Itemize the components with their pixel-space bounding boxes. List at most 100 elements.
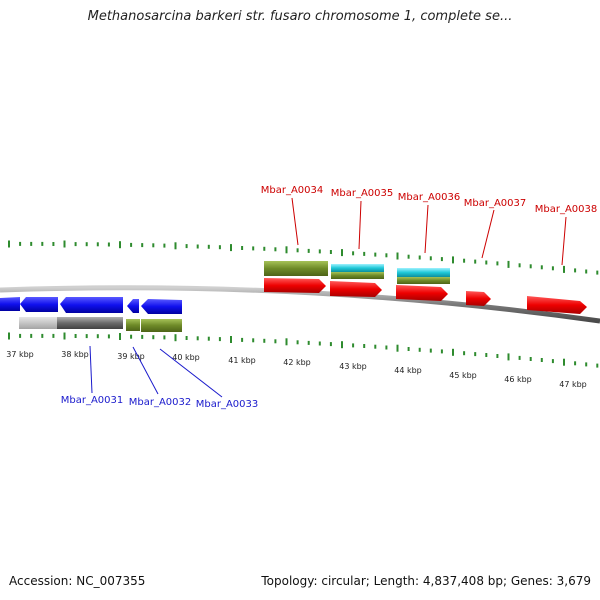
forward-gene-arrow[interactable]: [466, 291, 491, 306]
major-tick: [174, 242, 177, 250]
forward-tick-row: [8, 240, 599, 275]
minor-tick: [274, 247, 277, 252]
label-leader-line: [358, 200, 362, 250]
minor-tick: [385, 253, 388, 258]
reverse-gene-arrow[interactable]: [127, 299, 139, 313]
minor-tick: [207, 336, 210, 341]
gene-label-mbar-a0034[interactable]: Mbar_A0034: [261, 185, 324, 196]
major-tick: [63, 240, 66, 248]
minor-tick: [463, 258, 466, 263]
forward-feature-green[interactable]: [264, 261, 328, 276]
minor-tick: [207, 244, 210, 249]
minor-tick: [152, 243, 155, 248]
minor-tick: [574, 268, 577, 273]
forward-gene-arrow[interactable]: [330, 281, 382, 297]
minor-tick: [474, 352, 477, 357]
major-tick: [230, 336, 232, 343]
forward-feature-cyan[interactable]: [397, 268, 450, 277]
minor-tick: [74, 242, 77, 247]
major-tick: [563, 358, 565, 366]
minor-tick: [374, 344, 377, 349]
minor-tick: [152, 335, 155, 340]
gene-label-mbar-a0031[interactable]: Mbar_A0031: [61, 395, 124, 406]
minor-tick: [19, 241, 22, 246]
forward-gene-arrow[interactable]: [264, 278, 326, 293]
kbp-label: 37 kbp: [6, 350, 34, 359]
minor-tick: [19, 333, 22, 338]
accession-text: Accession: NC_007355: [9, 574, 146, 588]
minor-tick: [551, 266, 554, 271]
minor-tick: [96, 334, 99, 339]
label-leader-line: [561, 216, 567, 266]
forward-gene-arrow[interactable]: [396, 285, 448, 301]
reverse-gene-arrow[interactable]: [60, 297, 123, 313]
forward-feature-green[interactable]: [331, 272, 384, 279]
reverse-gene-arrow[interactable]: [0, 297, 20, 311]
minor-tick: [307, 340, 310, 345]
minor-tick: [252, 246, 255, 251]
gene-label-mbar-a0038[interactable]: Mbar_A0038: [535, 204, 598, 215]
major-tick: [285, 246, 288, 254]
minor-tick: [596, 270, 599, 275]
minor-tick: [263, 246, 266, 251]
major-tick: [452, 256, 454, 264]
kbp-label: 41 kbp: [228, 356, 256, 365]
kbp-axis-labels: 37 kbp 38 kbp 39 kbp 40 kbp 41 kbp 42 kb…: [6, 350, 587, 389]
forward-feature-green[interactable]: [397, 277, 450, 284]
minor-tick: [241, 246, 244, 250]
minor-tick: [352, 343, 355, 348]
minor-tick: [163, 335, 166, 340]
label-leader-line: [159, 348, 223, 398]
label-leader-line: [132, 346, 159, 395]
minor-tick: [296, 248, 299, 253]
gene-label-mbar-a0032[interactable]: Mbar_A0032: [129, 397, 192, 408]
major-tick: [63, 332, 66, 340]
label-leader-line: [291, 197, 299, 246]
minor-tick: [41, 333, 44, 338]
major-tick: [174, 334, 177, 342]
reverse-feature-green[interactable]: [141, 319, 182, 332]
minor-tick: [518, 263, 521, 268]
kbp-label: 45 kbp: [449, 371, 477, 380]
minor-tick: [551, 359, 554, 364]
gene-label-mbar-a0035[interactable]: Mbar_A0035: [331, 188, 394, 199]
major-tick: [396, 252, 399, 260]
label-leader-line: [89, 345, 93, 394]
reverse-feature-gray[interactable]: [57, 317, 123, 329]
kbp-label: 39 kbp: [117, 352, 145, 361]
map-title: Methanosarcina barkeri str. fusaro chrom…: [87, 9, 513, 24]
forward-feature-cyan[interactable]: [331, 264, 384, 272]
gene-label-mbar-a0037[interactable]: Mbar_A0037: [464, 198, 527, 209]
minor-tick: [163, 243, 166, 248]
reverse-gene-arrow[interactable]: [20, 297, 58, 312]
minor-tick: [96, 242, 99, 247]
reverse-feature-green[interactable]: [126, 319, 140, 331]
forward-gene-arrow[interactable]: [527, 296, 587, 314]
gene-label-mbar-a0033[interactable]: Mbar_A0033: [196, 399, 259, 410]
minor-tick: [585, 362, 588, 367]
minor-tick: [440, 349, 443, 354]
minor-tick: [429, 256, 432, 261]
minor-tick: [418, 347, 421, 352]
minor-tick: [30, 333, 33, 338]
minor-tick: [374, 252, 377, 257]
minor-tick: [352, 251, 355, 256]
gene-label-mbar-a0036[interactable]: Mbar_A0036: [398, 192, 461, 203]
minor-tick: [463, 351, 466, 356]
minor-tick: [318, 249, 321, 254]
reverse-gene-labels: Mbar_A0031 Mbar_A0032 Mbar_A0033: [61, 395, 259, 410]
major-tick: [452, 348, 454, 356]
reverse-feature-pseudogene[interactable]: [19, 317, 57, 329]
minor-tick: [107, 334, 110, 339]
major-tick: [396, 344, 399, 352]
minor-tick: [130, 334, 133, 339]
minor-tick: [596, 363, 599, 368]
minor-tick: [185, 336, 188, 340]
major-tick: [341, 341, 343, 349]
major-tick: [119, 333, 121, 340]
reverse-gene-arrow[interactable]: [141, 299, 182, 314]
kbp-label: 42 kbp: [283, 358, 311, 367]
minor-tick: [30, 241, 33, 246]
minor-tick: [41, 241, 44, 246]
